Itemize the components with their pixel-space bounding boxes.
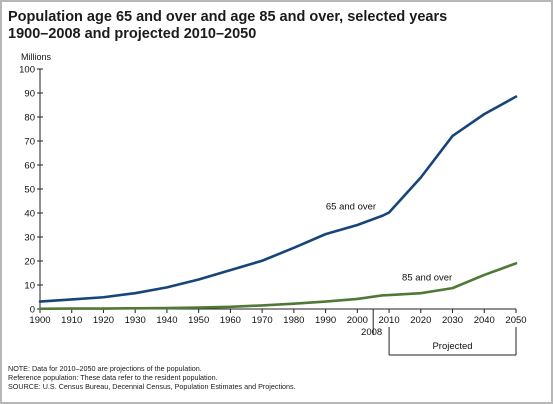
y-tick-label: 100 [19, 65, 35, 76]
chart-notes: NOTE: Data for 2010–2050 are projections… [8, 364, 528, 391]
x-tick-label: 1960 [220, 315, 241, 326]
x-tick-label: 2010 [378, 315, 399, 326]
chart-series [38, 95, 518, 311]
chart-title: Population age 65 and over and age 85 an… [8, 9, 528, 43]
x-tick-label: 1910 [61, 315, 82, 326]
y-unit-label: Millions [21, 52, 52, 62]
x-tick-label: 1970 [252, 315, 273, 326]
y-tick-label: 20 [24, 257, 35, 268]
x-tick-label: 1990 [315, 315, 336, 326]
chart-axes [37, 68, 517, 356]
x-extra-label-2008: 2008 [361, 327, 382, 338]
y-tick-label: 30 [24, 233, 35, 244]
note-line: NOTE: Data for 2010–2050 are projections… [8, 364, 202, 373]
x-tick-label: 1940 [156, 315, 177, 326]
series-label-65-and-over: 65 and over [326, 201, 376, 212]
x-tick-label: 1920 [93, 315, 114, 326]
y-tick-label: 50 [24, 185, 35, 196]
x-tick-label: 2000 [347, 315, 368, 326]
source-line: SOURCE: U.S. Census Bureau, Decennial Ce… [8, 382, 296, 391]
x-tick-label: 2040 [474, 315, 495, 326]
x-tick-label: 2050 [505, 315, 526, 326]
x-tick-label: 2020 [410, 315, 431, 326]
x-tick-label: 1930 [125, 315, 146, 326]
y-tick-label: 40 [24, 209, 35, 220]
y-tick-label: 70 [24, 137, 35, 148]
x-tick-label: 2030 [442, 315, 463, 326]
y-tick-label: 10 [24, 281, 35, 292]
chart-title-line-2: 1900–2008 and projected 2010–2050 [8, 26, 257, 42]
chart-title-line-1: Population age 65 and over and age 85 an… [8, 9, 448, 25]
x-tick-label: 1980 [283, 315, 304, 326]
x-tick-label: 1950 [188, 315, 209, 326]
series-65-and-over-line [38, 95, 518, 303]
y-tick-label: 90 [24, 89, 35, 100]
projected-label: Projected [432, 341, 472, 352]
y-tick-label: 0 [30, 305, 35, 316]
y-tick-label: 80 [24, 113, 35, 124]
reference-line: Reference population: These data refer t… [8, 373, 218, 382]
series-85-and-over-line [38, 262, 518, 311]
y-tick-label: 60 [24, 161, 35, 172]
x-tick-label: 1900 [29, 315, 50, 326]
series-label-85-and-over: 85 and over [402, 273, 452, 284]
